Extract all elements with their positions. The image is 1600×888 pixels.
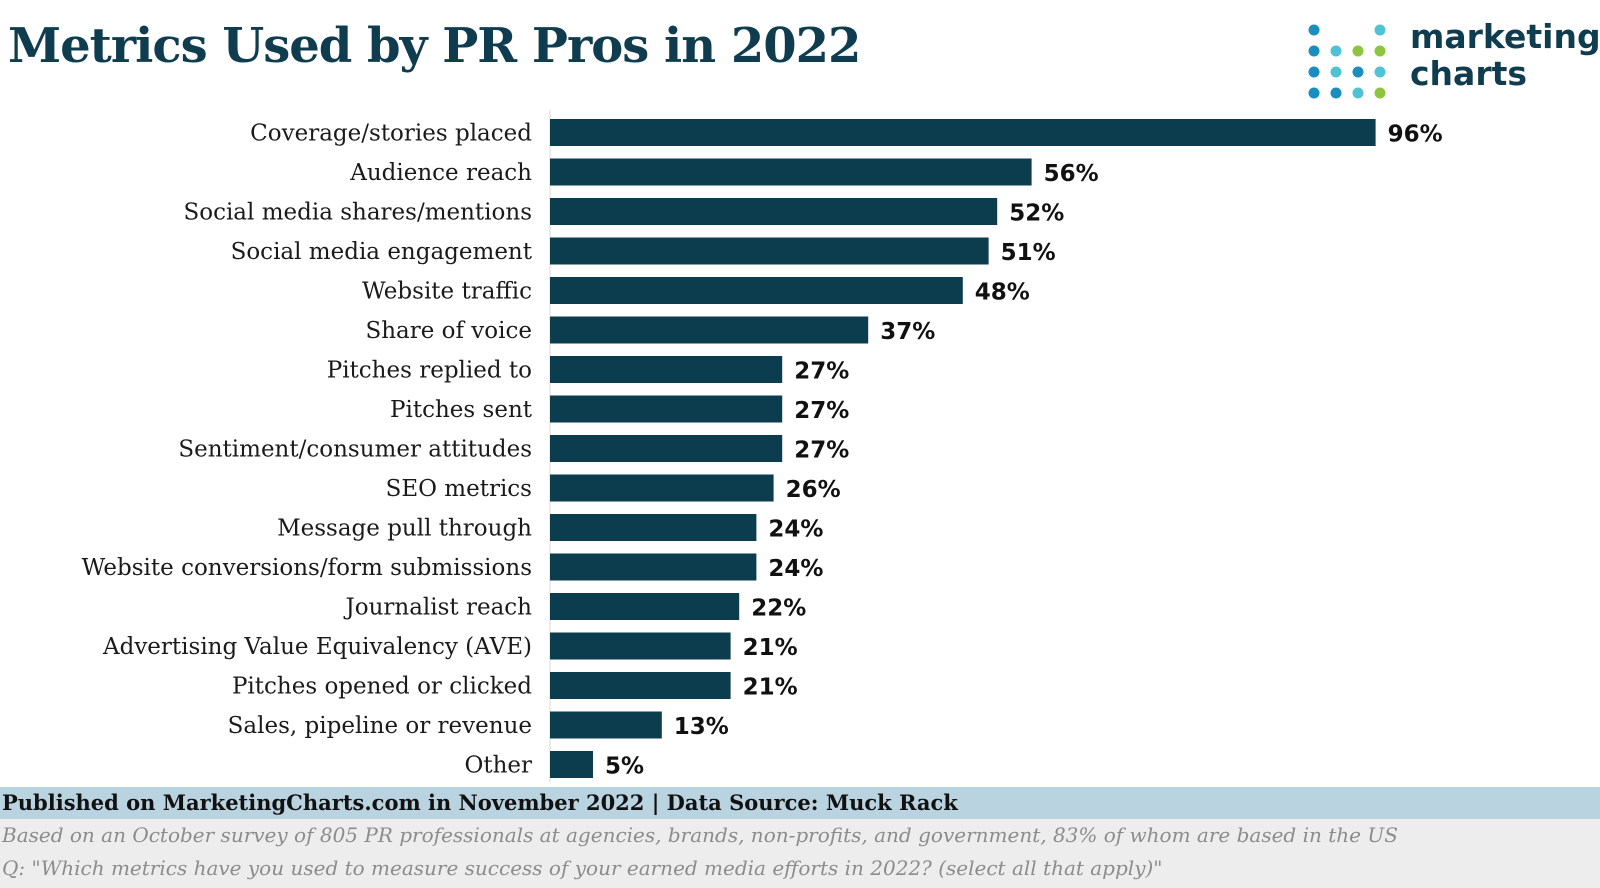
category-label: Website traffic: [362, 279, 532, 305]
logo-dot: [1308, 66, 1320, 78]
category-label: Audience reach: [349, 160, 532, 186]
category-label: Journalist reach: [344, 595, 533, 621]
data-label: 51%: [1001, 240, 1056, 266]
footer-source-bar: Published on MarketingCharts.com in Nove…: [0, 787, 1600, 819]
bar: [550, 514, 757, 541]
data-label: 5%: [605, 754, 644, 780]
bar: [550, 435, 783, 462]
data-label: 21%: [743, 635, 798, 661]
logo-dot: [1352, 66, 1364, 78]
data-label: 37%: [880, 319, 935, 345]
bar: [550, 751, 593, 778]
category-label: Sales, pipeline or revenue: [228, 713, 532, 739]
logo-dots-icon: [1308, 24, 1386, 99]
logo-dot: [1308, 87, 1320, 99]
category-label: Social media shares/mentions: [183, 200, 532, 226]
logo-dot: [1352, 45, 1364, 57]
category-label: Message pull through: [277, 516, 532, 542]
bar: [550, 158, 1032, 186]
question-note: Q: "Which metrics have you used to measu…: [2, 856, 1163, 880]
bar: [550, 672, 731, 699]
data-label: 24%: [768, 556, 823, 582]
data-label: 27%: [794, 438, 849, 464]
logo-dot: [1308, 45, 1320, 57]
logo-dot: [1374, 45, 1386, 57]
logo-dot: [1330, 66, 1342, 78]
bar: [550, 474, 774, 502]
marketingcharts-logo[interactable]: marketing charts: [1305, 18, 1600, 102]
category-label: Coverage/stories placed: [250, 121, 532, 147]
data-label: 27%: [794, 398, 849, 424]
logo-dot: [1330, 45, 1342, 57]
bar: [550, 593, 740, 620]
data-label: 21%: [743, 675, 798, 701]
category-label: Pitches replied to: [327, 358, 532, 384]
bar: [550, 198, 998, 225]
data-label: 56%: [1044, 161, 1099, 187]
bar: [550, 237, 989, 265]
footer-notes: Based on an October survey of 805 PR pro…: [0, 819, 1600, 888]
bar: [550, 395, 783, 423]
logo-dot: [1374, 24, 1386, 36]
logo-line-1: marketing: [1410, 17, 1600, 56]
logo-wordmark: marketing charts: [1410, 18, 1600, 92]
category-label: Sentiment/consumer attitudes: [178, 437, 532, 463]
category-label: Share of voice: [365, 318, 532, 344]
data-label: 22%: [751, 596, 806, 622]
chart-title: Metrics Used by PR Pros in 2022: [8, 18, 861, 74]
bar: [550, 316, 869, 344]
data-label: 27%: [794, 359, 849, 385]
bar: [550, 632, 731, 660]
bar-chart: Coverage/stories placed 96% Audience reach…: [82, 110, 1443, 782]
category-label: Pitches opened or clicked: [232, 674, 532, 700]
bar: [550, 356, 783, 383]
logo-dot: [1352, 87, 1364, 99]
logo-dot: [1308, 24, 1320, 36]
category-label: Other: [464, 753, 532, 779]
bar: [550, 711, 662, 739]
survey-note: Based on an October survey of 805 PR pro…: [2, 823, 1398, 847]
data-label: 24%: [768, 517, 823, 543]
data-label: 52%: [1009, 201, 1064, 227]
logo-dot: [1330, 87, 1342, 99]
footer-source-text: Published on MarketingCharts.com in Nove…: [2, 790, 958, 815]
bar: [550, 277, 963, 304]
data-label: 96%: [1388, 122, 1443, 148]
category-label: Social media engagement: [231, 239, 533, 265]
data-label: 26%: [786, 477, 841, 503]
category-label: Website conversions/form submissions: [82, 555, 532, 581]
logo-dot: [1374, 87, 1386, 99]
category-label: Pitches sent: [390, 397, 533, 423]
bar: [550, 553, 757, 581]
logo-dot: [1374, 66, 1386, 78]
bar: [550, 119, 1376, 146]
data-label: 48%: [975, 280, 1030, 306]
category-label: SEO metrics: [386, 476, 532, 502]
data-label: 13%: [674, 714, 729, 740]
logo-line-2: charts: [1410, 54, 1528, 93]
category-label: Advertising Value Equivalency (AVE): [102, 634, 532, 660]
